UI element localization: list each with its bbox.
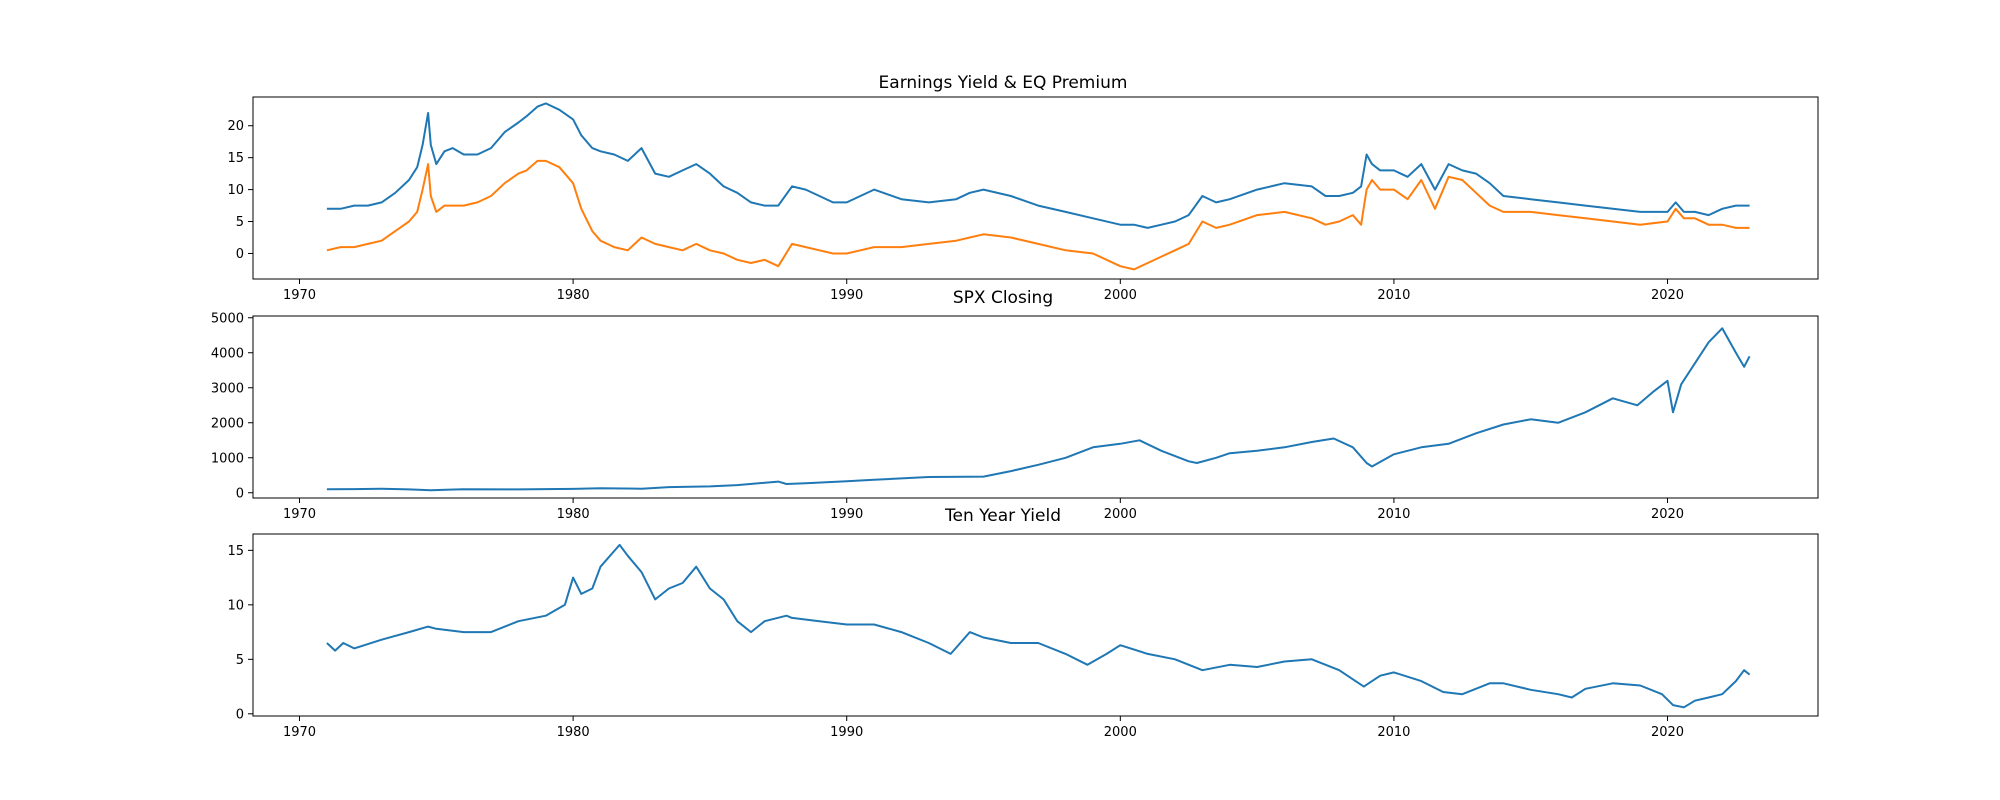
subplot-title: Ten Year Yield bbox=[944, 506, 1061, 526]
y-tick-label: 15 bbox=[227, 151, 244, 166]
x-tick-label: 1990 bbox=[830, 288, 863, 303]
x-tick-label: 2010 bbox=[1377, 288, 1410, 303]
x-tick-label: 2000 bbox=[1104, 288, 1137, 303]
x-tick-label: 2020 bbox=[1651, 725, 1684, 740]
y-tick-label: 4000 bbox=[211, 346, 244, 361]
y-tick-label: 10 bbox=[227, 598, 244, 613]
subplot-title: SPX Closing bbox=[953, 288, 1053, 308]
x-tick-label: 1980 bbox=[557, 507, 590, 522]
x-tick-label: 1980 bbox=[557, 725, 590, 740]
y-tick-label: 5000 bbox=[211, 311, 244, 326]
series-line-1 bbox=[326, 327, 1751, 492]
x-tick-label: 1970 bbox=[283, 288, 316, 303]
y-tick-label: 5 bbox=[236, 653, 244, 668]
y-tick-label: 3000 bbox=[211, 381, 244, 396]
ten-year-yield-plot-area: 1970 1980 1990 2000 2010 2020 0 5 10 15 bbox=[227, 533, 1819, 740]
x-tick-label: 1990 bbox=[830, 725, 863, 740]
y-tick-label: 20 bbox=[227, 119, 244, 134]
x-tick-label: 2000 bbox=[1104, 725, 1137, 740]
y-tick-label: 0 bbox=[236, 707, 244, 722]
series-line-1 bbox=[326, 102, 1750, 229]
axes-frame bbox=[252, 315, 1819, 499]
x-tick-label: 2000 bbox=[1104, 507, 1137, 522]
x-tick-label: 2020 bbox=[1651, 507, 1684, 522]
y-tick-label: 0 bbox=[236, 247, 244, 262]
x-tick-label: 2020 bbox=[1651, 288, 1684, 303]
x-tick-label: 1970 bbox=[283, 725, 316, 740]
y-tick-label: 1000 bbox=[211, 451, 244, 466]
subplot-ten-year-yield: Ten Year Yield 1970 1980 1990 2000 2010 2020 0… bbox=[227, 506, 1819, 740]
series-line-2 bbox=[326, 159, 1750, 271]
subplot-spx-closing: SPX Closing 1970 1980 1990 2000 2010 2020 0 100… bbox=[211, 288, 1819, 522]
x-tick-label: 2010 bbox=[1377, 507, 1410, 522]
y-tick-label: 5 bbox=[236, 215, 244, 230]
y-tick-label: 2000 bbox=[211, 416, 244, 431]
subplot-earnings-yield: Earnings Yield & EQ Premium 1970 1980 1990… bbox=[227, 73, 1819, 303]
x-tick-label: 2010 bbox=[1377, 725, 1410, 740]
subplot-title: Earnings Yield & EQ Premium bbox=[879, 73, 1128, 93]
spx-closing-plot-area: 1970 1980 1990 2000 2010 2020 0 1000 2000 3000 400… bbox=[211, 311, 1819, 522]
axes-frame bbox=[252, 533, 1819, 717]
x-tick-label: 1980 bbox=[557, 288, 590, 303]
earnings-yield-plot-area: 1970 1980 1990 2000 2010 2020 0 5 10 15 20 bbox=[227, 96, 1819, 303]
y-tick-label: 0 bbox=[236, 486, 244, 501]
x-tick-label: 1990 bbox=[830, 507, 863, 522]
series-line-1 bbox=[326, 543, 1751, 709]
y-tick-label: 15 bbox=[227, 544, 244, 559]
x-tick-label: 1970 bbox=[283, 507, 316, 522]
axes-frame bbox=[252, 96, 1819, 280]
y-tick-label: 10 bbox=[227, 183, 244, 198]
